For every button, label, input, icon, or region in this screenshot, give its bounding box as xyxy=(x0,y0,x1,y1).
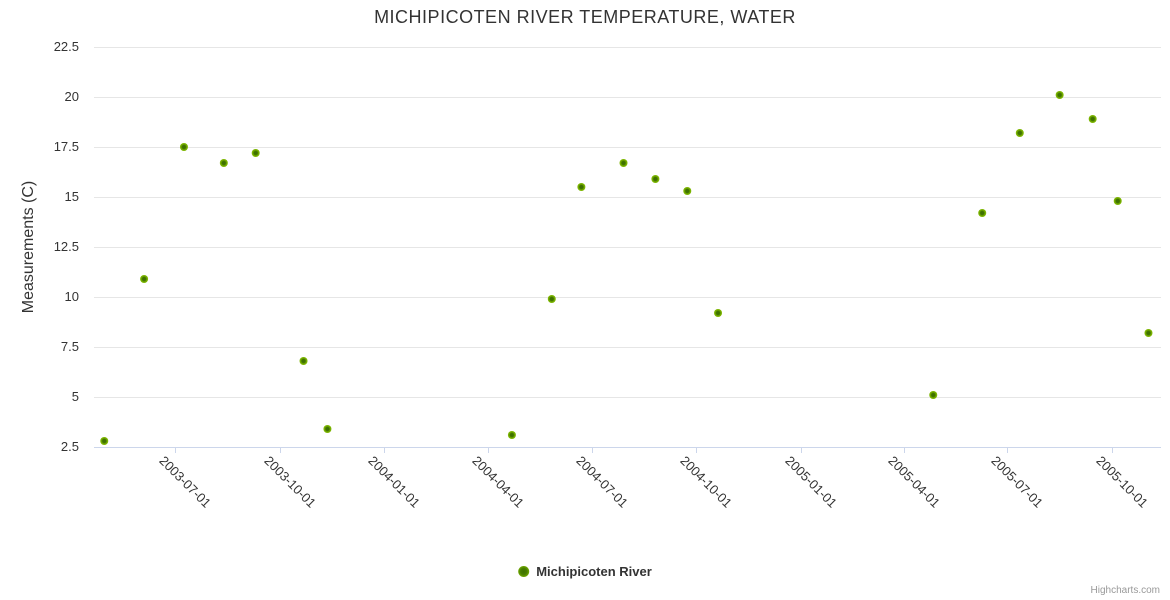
data-point[interactable] xyxy=(219,159,228,167)
data-point[interactable] xyxy=(651,175,660,183)
legend-series-label: Michipicoten River xyxy=(536,564,652,579)
data-point[interactable] xyxy=(507,431,516,439)
data-point[interactable] xyxy=(179,143,188,151)
data-point[interactable] xyxy=(1088,115,1097,123)
data-point[interactable] xyxy=(1113,197,1122,205)
data-point[interactable] xyxy=(299,357,308,365)
data-point[interactable] xyxy=(619,159,628,167)
y-axis-tick-label: 15 xyxy=(64,189,79,204)
y-axis-tick-label: 12.5 xyxy=(53,239,79,254)
data-point[interactable] xyxy=(978,209,987,217)
y-axis-tick-label: 2.5 xyxy=(60,439,79,454)
data-point[interactable] xyxy=(929,391,938,399)
data-point[interactable] xyxy=(1144,329,1153,337)
y-axis-tick-label: 17.5 xyxy=(53,139,79,154)
data-point[interactable] xyxy=(683,187,692,195)
data-point[interactable] xyxy=(140,275,149,283)
data-point[interactable] xyxy=(323,425,332,433)
y-axis-tick-label: 20 xyxy=(64,89,79,104)
y-axis-tick-label: 7.5 xyxy=(60,339,79,354)
data-point[interactable] xyxy=(714,309,723,317)
y-axis-tick-label: 10 xyxy=(64,289,79,304)
legend-marker-icon xyxy=(518,566,530,577)
data-point[interactable] xyxy=(1015,129,1024,137)
data-point[interactable] xyxy=(100,437,109,445)
highcharts-credits-link[interactable]: Highcharts.com xyxy=(1090,585,1160,596)
y-axis-tick-label: 22.5 xyxy=(53,39,79,54)
data-point[interactable] xyxy=(1055,91,1064,99)
data-point[interactable] xyxy=(251,149,260,157)
y-axis-tick-label: 5 xyxy=(71,389,79,404)
legend-item[interactable]: Michipicoten River xyxy=(518,564,652,579)
chart-title: MICHIPICOTEN RIVER TEMPERATURE, WATER xyxy=(374,7,796,27)
data-point[interactable] xyxy=(577,183,586,191)
data-point[interactable] xyxy=(547,295,556,303)
